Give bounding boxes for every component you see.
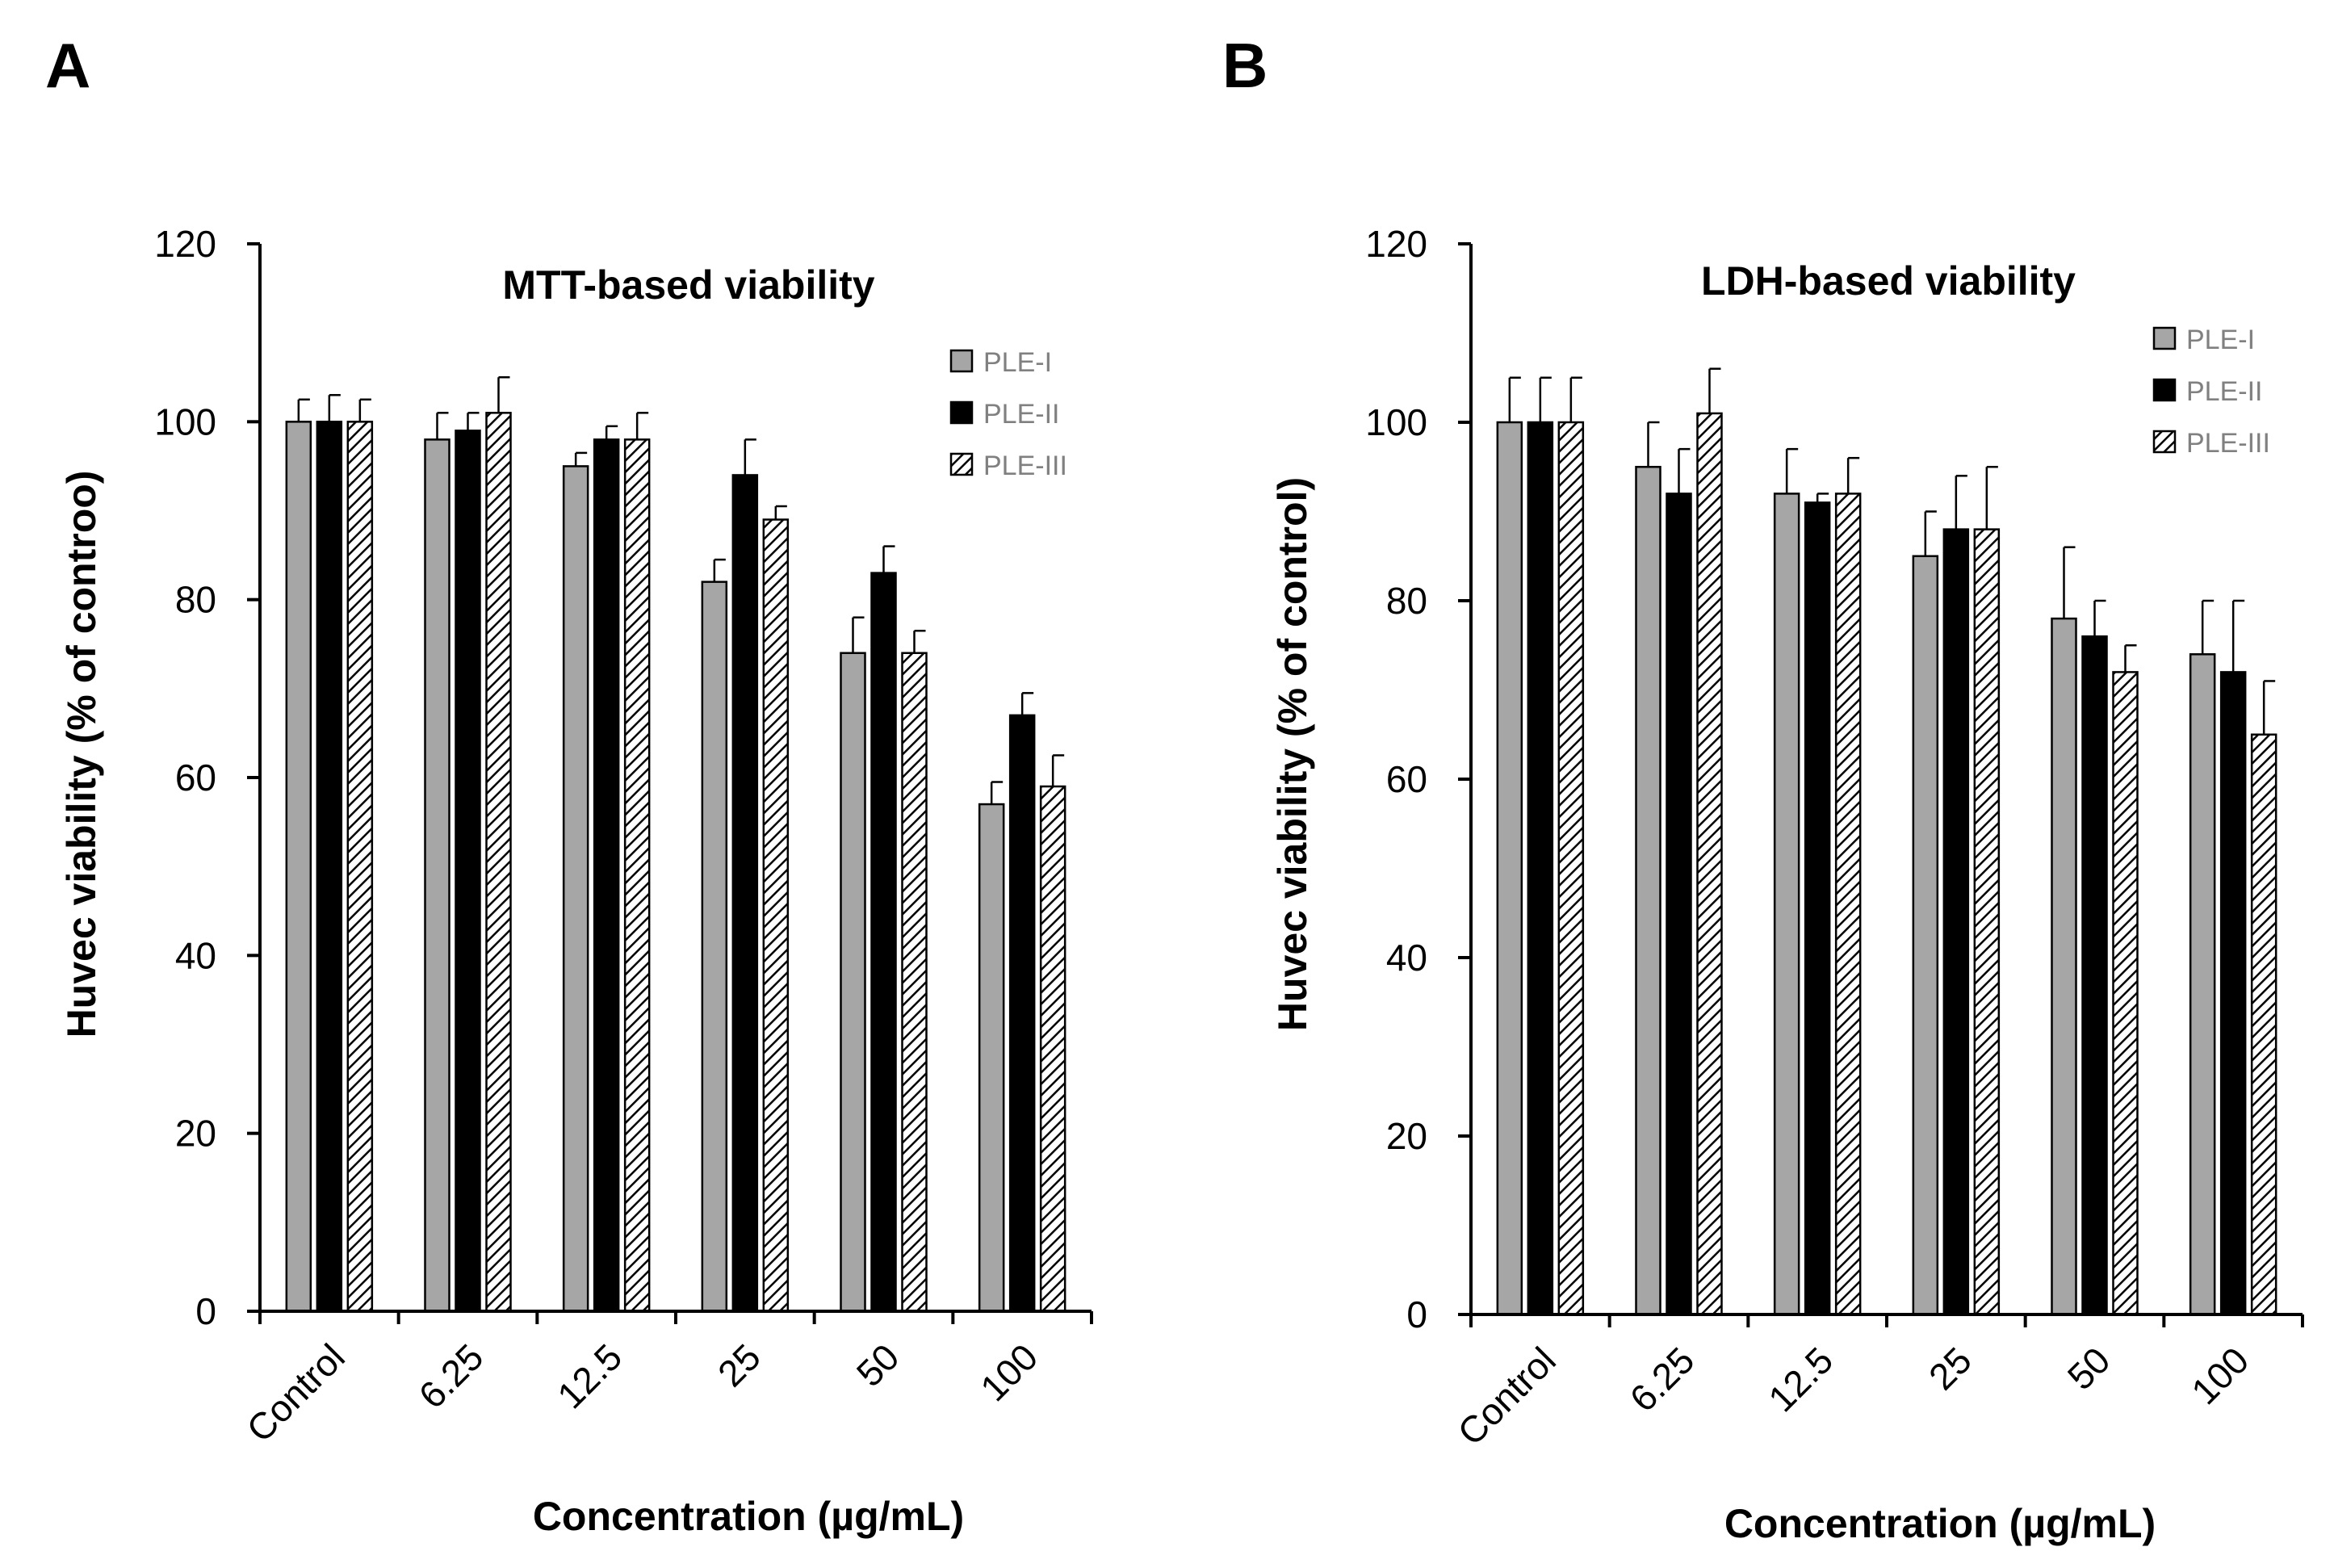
y-tick-label-b: 0 xyxy=(1406,1293,1427,1335)
bar-ple-i-50 xyxy=(2051,617,2077,1316)
bar-ple-i-100 xyxy=(978,803,1005,1313)
bar-ple-iii-6_25 xyxy=(485,412,512,1313)
bar-ple-ii-50 xyxy=(870,572,897,1313)
y-tick-label-b: 100 xyxy=(1365,401,1427,443)
x-tick-label-b: 12.5 xyxy=(1760,1339,1841,1419)
bar-ple-i-control xyxy=(1496,421,1523,1316)
bar-ple-ii-12_5 xyxy=(593,438,620,1313)
bar-ple-i-50 xyxy=(840,652,866,1313)
y-axis-label-b: Huvec viability (% of control) xyxy=(1270,477,1315,1031)
legend-swatch-ple-ii xyxy=(949,400,974,425)
bar-ple-iii-100 xyxy=(2250,733,2277,1316)
y-tick-label-a: 0 xyxy=(195,1290,216,1332)
bar-ple-iii-control xyxy=(346,421,374,1313)
y-tick-label-a: 40 xyxy=(175,934,216,976)
y-tick-label-b: 60 xyxy=(1386,758,1427,800)
y-tick-label-b: 80 xyxy=(1386,580,1427,622)
legend-b: PLE-I PLE-II PLE-III xyxy=(2152,325,2270,459)
legend-a: PLE-I PLE-II PLE-III xyxy=(949,347,1067,481)
panel-letter-b: B xyxy=(1222,30,1268,101)
y-tick-label-a: 80 xyxy=(175,579,216,621)
x-tick-label-b: 25 xyxy=(1921,1339,1980,1398)
x-axis-label-b: Concentration (µg/mL) xyxy=(1724,1501,2156,1546)
bar-ple-ii-6_25 xyxy=(455,430,481,1313)
bar-ple-ii-25 xyxy=(731,474,759,1313)
y-tick-label-b: 20 xyxy=(1386,1115,1427,1157)
bar-ple-ii-control xyxy=(1527,421,1554,1316)
bar-ple-i-12_5 xyxy=(562,465,589,1313)
bar-ple-iii-6_25 xyxy=(1696,412,1723,1316)
chart-panel-b: B LDH-based viability Huvec viability (%… xyxy=(1222,30,2304,1546)
x-tick-label-a: 6.25 xyxy=(410,1335,491,1416)
x-tick-label-b: 6.25 xyxy=(1621,1339,1702,1419)
y-tick-label-a: 60 xyxy=(175,757,216,799)
bar-ple-iii-control xyxy=(1557,421,1585,1316)
y-tick-label-a: 20 xyxy=(175,1113,216,1155)
bar-ple-iii-100 xyxy=(1039,785,1066,1313)
bar-ple-iii-12_5 xyxy=(1834,493,1862,1316)
legend-swatch-ple-iii xyxy=(2152,430,2177,454)
bar-ple-i-100 xyxy=(2189,653,2216,1316)
y-axis-label-a: Huvec viability (% of controo) xyxy=(59,471,104,1038)
bar-ple-i-6_25 xyxy=(424,438,450,1313)
legend-swatch-ple-i xyxy=(2152,326,2177,350)
bar-ple-i-control xyxy=(285,421,312,1313)
y-tick-label-a: 100 xyxy=(154,400,216,442)
bar-ple-i-25 xyxy=(1912,555,1939,1316)
legend-label-ple-ii: PLE-II xyxy=(983,399,1059,430)
panel-letter-a: A xyxy=(45,30,90,101)
bar-ple-ii-25 xyxy=(1942,528,1970,1316)
legend-label-ple-i: PLE-I xyxy=(983,347,1052,378)
legend-swatch-ple-ii xyxy=(2152,378,2177,402)
bar-ple-iii-25 xyxy=(762,518,790,1313)
x-tick-label-a: 50 xyxy=(849,1335,907,1394)
chart-title-a: MTT-based viability xyxy=(502,262,874,308)
x-tick-label-a: 25 xyxy=(710,1335,769,1394)
legend-swatch-ple-iii xyxy=(949,452,974,476)
y-tick-label-a: 120 xyxy=(154,223,216,265)
legend-label-ple-ii: PLE-II xyxy=(2186,376,2262,407)
x-axis-label-a: Concentration (µg/mL) xyxy=(533,1494,964,1539)
legend-label-ple-i: PLE-I xyxy=(2186,325,2255,355)
bar-ple-ii-100 xyxy=(2219,671,2247,1316)
bar-ple-ii-control xyxy=(316,421,343,1313)
bar-ple-i-6_25 xyxy=(1635,466,1661,1316)
y-tick-label-b: 40 xyxy=(1386,937,1427,979)
x-tick-label-a: 100 xyxy=(972,1335,1045,1409)
x-tick-label-b: 50 xyxy=(2060,1339,2118,1398)
bar-ple-ii-6_25 xyxy=(1666,493,1692,1316)
plot-area-b: 0 20 40 60 80 100 120 Control 6.25 12.5 25 50 100 xyxy=(1365,223,2304,1453)
bar-ple-iii-25 xyxy=(1973,528,2001,1316)
legend-swatch-ple-i xyxy=(949,349,974,373)
bar-ple-ii-12_5 xyxy=(1804,501,1831,1316)
chart-panel-a: A MTT-based viability Huvec viability (%… xyxy=(45,30,1093,1539)
bar-ple-iii-12_5 xyxy=(623,438,651,1313)
bar-ple-iii-50 xyxy=(2112,671,2139,1316)
legend-label-ple-iii: PLE-III xyxy=(2186,428,2270,459)
x-tick-label-a: Control xyxy=(238,1335,353,1450)
legend-label-ple-iii: PLE-III xyxy=(983,451,1067,481)
x-tick-label-b: 100 xyxy=(2183,1339,2256,1412)
chart-title-b: LDH-based viability xyxy=(1701,258,2076,304)
y-tick-label-b: 120 xyxy=(1365,223,1427,265)
bar-ple-ii-100 xyxy=(1008,714,1036,1313)
bar-ple-iii-50 xyxy=(901,652,928,1313)
plot-area-a: 0 20 40 60 80 100 120 Control 6.25 12.5 25 50 100 xyxy=(154,223,1093,1450)
bar-ple-i-25 xyxy=(701,581,728,1313)
x-tick-label-a: 12.5 xyxy=(549,1335,630,1416)
bar-ple-i-12_5 xyxy=(1773,493,1800,1316)
x-tick-label-b: Control xyxy=(1449,1339,1564,1453)
bar-ple-ii-50 xyxy=(2081,635,2108,1316)
